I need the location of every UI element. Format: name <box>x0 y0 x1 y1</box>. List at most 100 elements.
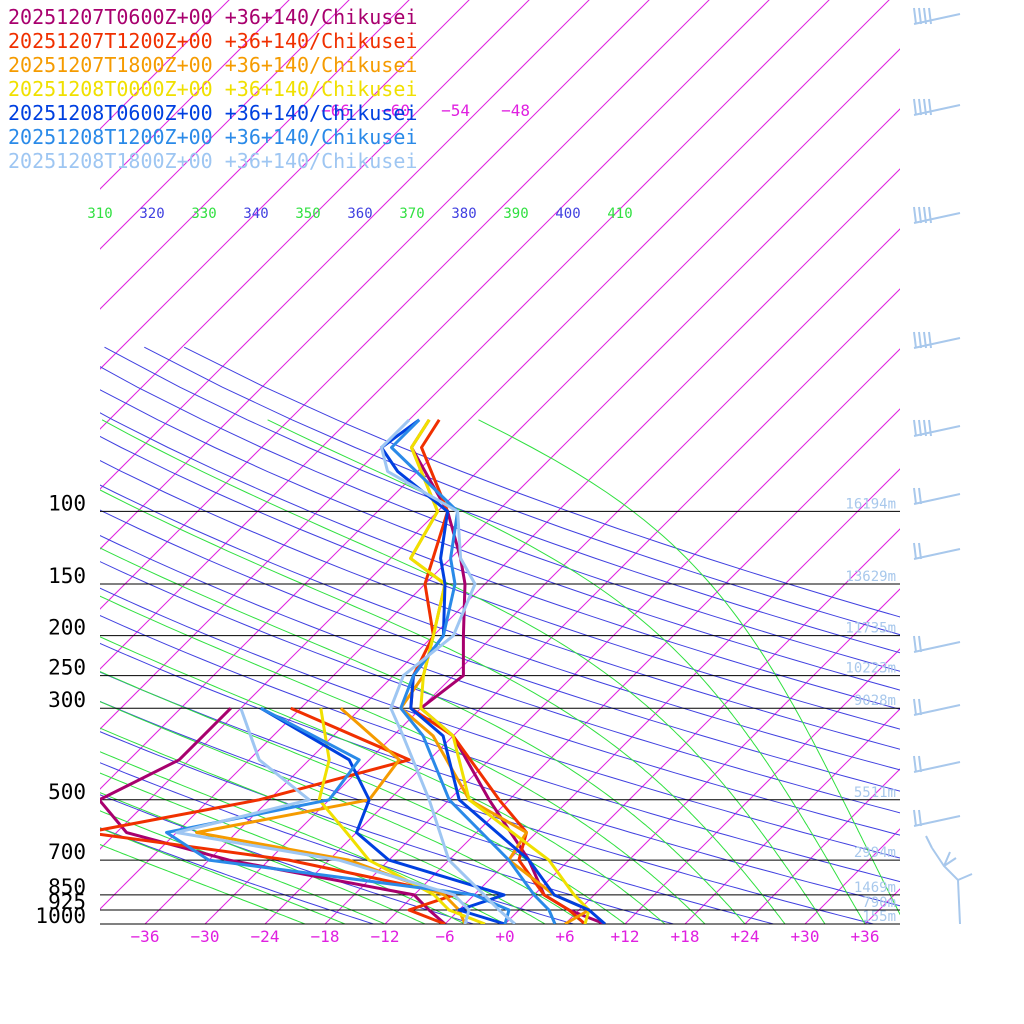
height-label: 9028m <box>854 693 896 709</box>
wind-barbs <box>913 7 973 925</box>
isotherm-line <box>324 348 900 924</box>
temperature-tick-label: −18 <box>311 927 340 946</box>
height-label: 790m <box>862 895 896 911</box>
moist-adiabat-line <box>267 419 866 924</box>
pressure-label: 250 <box>48 656 86 680</box>
dewpoint-line <box>317 707 486 924</box>
isotherm-line <box>144 168 900 924</box>
temperature-line <box>409 418 586 924</box>
theta-label: 380 <box>451 206 476 222</box>
pressure-label: 150 <box>48 564 86 588</box>
wind-barb <box>913 487 961 505</box>
height-label: 16194m <box>845 496 896 512</box>
temperature-line <box>380 418 516 924</box>
moist-adiabat-line <box>100 671 626 924</box>
dry-adiabat-line <box>100 509 900 792</box>
moist-adiabat-line <box>100 792 426 924</box>
dry-adiabat-line <box>104 346 900 654</box>
legend-entry: 20251208T1200Z+00 +36+140/Chikusei <box>8 125 417 149</box>
pressure-label: 500 <box>48 780 86 804</box>
dry-adiabat-line <box>100 827 376 924</box>
height-label: 2994m <box>854 845 896 861</box>
height-label: 155m <box>862 909 896 925</box>
theta-label: 370 <box>399 206 424 222</box>
wind-barb <box>913 542 961 560</box>
height-label: 10223m <box>845 661 896 677</box>
dry-adiabat-grid <box>100 346 900 924</box>
isotherm-line <box>100 0 590 490</box>
wind-barb <box>913 206 961 224</box>
temperature-tick-label: +36 <box>851 927 880 946</box>
isotherm-line <box>564 588 900 924</box>
isotherm-line <box>804 828 900 924</box>
isotherm-line <box>925 0 1024 924</box>
isotherm-line <box>100 0 770 670</box>
upper-temperature-label: −48 <box>501 101 530 120</box>
isotherm-line <box>100 0 890 790</box>
pressure-label: 925 <box>48 890 86 914</box>
isotherm-line <box>100 0 350 250</box>
isotherm-line <box>100 0 650 550</box>
isotherm-line <box>100 48 900 850</box>
dry-adiabat-line <box>100 389 900 691</box>
dry-adiabat-line <box>100 762 576 924</box>
dry-adiabat-line <box>100 561 900 836</box>
dry-adiabat-line <box>100 614 900 883</box>
sounding-series <box>100 418 606 924</box>
temperature-tick-label: +12 <box>611 927 640 946</box>
dewpoint-line <box>165 706 511 924</box>
temperature-tick-label: +18 <box>671 927 700 946</box>
dry-adiabat-line <box>100 587 900 859</box>
dry-adiabat-line <box>100 459 900 750</box>
temperature-tick-label: −12 <box>371 927 400 946</box>
isotherm-line <box>100 0 470 370</box>
dewpoint-line <box>195 707 467 924</box>
pressure-label: 300 <box>48 688 86 712</box>
wind-barb <box>913 331 961 349</box>
theta-label: 320 <box>139 206 164 222</box>
temperature-tick-label: −36 <box>131 927 160 946</box>
isotherm-line <box>100 0 230 130</box>
height-label: 5511m <box>854 785 896 801</box>
theta-label: 350 <box>295 206 320 222</box>
wind-barb <box>913 98 961 116</box>
temperature-tick-label: −24 <box>251 927 280 946</box>
dry-adiabat-line <box>183 346 900 618</box>
temperature-tick-label: +6 <box>555 927 574 946</box>
temperature-tick-label: +24 <box>731 927 760 946</box>
legend-entry: 20251208T1800Z+00 +36+140/Chikusei <box>8 149 417 173</box>
wind-barb <box>913 635 961 653</box>
upper-temperature-label: −66 <box>321 101 350 120</box>
dry-adiabat-line <box>100 366 900 672</box>
isotherm-line <box>100 0 410 310</box>
moist-adiabat-line <box>100 727 546 924</box>
theta-label: 360 <box>347 206 372 222</box>
temperature-tick-label: +30 <box>791 927 820 946</box>
temperature-line <box>409 418 591 924</box>
dewpoint-line <box>175 707 471 924</box>
height-label: 11735m <box>845 621 896 637</box>
isotherm-line <box>204 228 900 924</box>
legend-entry: 20251208T0000Z+00 +36+140/Chikusei <box>8 77 417 101</box>
legend-entry: 20251208T0600Z+00 +36+140/Chikusei <box>8 101 417 125</box>
theta-label: 330 <box>191 206 216 222</box>
moist-adiabat-line <box>100 844 306 924</box>
temperature-tick-label: −6 <box>435 927 454 946</box>
legend-entry: 20251207T0600Z+00 +36+140/Chikusei <box>8 5 417 29</box>
dry-adiabat-line <box>100 412 900 710</box>
moist-adiabat-line <box>100 827 346 924</box>
axis-labels: 100 16194m 150 13629m 200 11735m 250 10223m 300 9… <box>35 101 896 946</box>
isotherm-line <box>100 0 290 190</box>
isotherm-line <box>100 0 530 430</box>
isotherm-line <box>444 468 900 924</box>
pressure-label: 700 <box>48 840 86 864</box>
dry-adiabat-line <box>100 642 900 907</box>
theta-label: 390 <box>503 206 528 222</box>
pressure-label: 100 <box>48 491 86 515</box>
upper-temperature-label: −54 <box>441 101 470 120</box>
theta-label: 340 <box>243 206 268 222</box>
isotherm-line <box>985 0 1024 924</box>
wind-barb <box>913 755 961 773</box>
upper-temperature-label: −60 <box>381 101 410 120</box>
